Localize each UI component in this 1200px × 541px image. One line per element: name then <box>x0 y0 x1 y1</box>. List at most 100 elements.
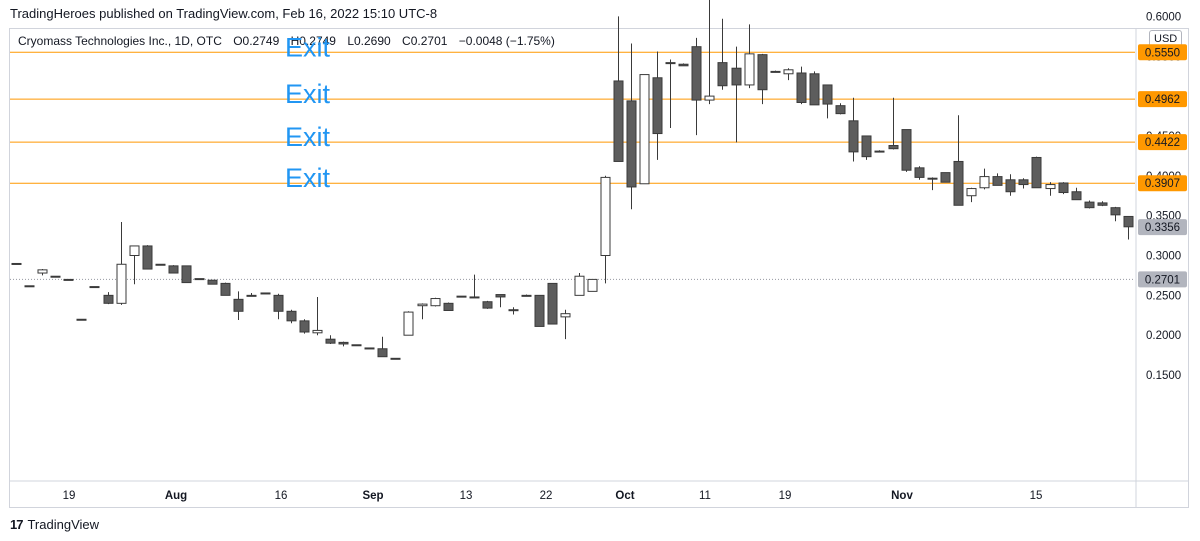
candle-body-down[interactable] <box>1123 215 1134 228</box>
candle-body-down[interactable] <box>901 129 912 171</box>
candle-body-down[interactable] <box>103 294 114 304</box>
candle-body-down[interactable] <box>63 278 74 281</box>
candle-body-down[interactable] <box>377 348 388 358</box>
candle-body-down[interactable] <box>482 301 493 309</box>
candle-body-up[interactable] <box>966 188 977 197</box>
candle-body-down[interactable] <box>1031 156 1042 189</box>
exit-price-label: 0.3907 <box>1145 178 1180 190</box>
candle-body-up[interactable] <box>783 69 794 75</box>
candle-body-down[interactable] <box>1071 191 1082 201</box>
candle-body-down[interactable] <box>76 318 87 321</box>
candle-body-down[interactable] <box>848 120 859 153</box>
candle-body-down[interactable] <box>534 294 545 327</box>
candle-body-down[interactable] <box>260 292 271 295</box>
price-tick-label: 0.6000 <box>1146 11 1181 23</box>
candle-body-down[interactable] <box>626 100 637 188</box>
candle-body-down[interactable] <box>770 70 781 73</box>
candle-body-down[interactable] <box>1005 179 1016 193</box>
candle-body-down[interactable] <box>364 347 375 350</box>
candle-body-down[interactable] <box>495 294 506 298</box>
candle-body-up[interactable] <box>116 263 127 304</box>
candle-body-up[interactable] <box>927 177 938 180</box>
candle-body-up[interactable] <box>560 313 571 318</box>
candle-body-down[interactable] <box>181 265 192 284</box>
candle-body-up[interactable] <box>665 62 676 65</box>
candle-body-up[interactable] <box>587 278 598 292</box>
candle-body-down[interactable] <box>861 135 872 158</box>
candle-body-down[interactable] <box>194 278 205 281</box>
candle-body-down[interactable] <box>155 263 166 266</box>
currency-button[interactable]: USD <box>1149 30 1183 48</box>
candle-body-up[interactable] <box>403 311 414 336</box>
candle-body-up[interactable] <box>312 329 323 334</box>
candle-body-down[interactable] <box>888 145 899 150</box>
candle-body-up[interactable] <box>639 74 650 185</box>
time-tick-label: Sep <box>362 490 383 502</box>
candle-body-down[interactable] <box>142 245 153 270</box>
candle-body-down[interactable] <box>325 338 336 344</box>
tradingview-wordmark: TradingView <box>27 517 100 532</box>
candle-body-down[interactable] <box>390 357 401 360</box>
candle-body-down[interactable] <box>50 275 61 278</box>
candle-body-down[interactable] <box>717 62 728 87</box>
candle-body-down[interactable] <box>691 46 702 101</box>
candle-body-down[interactable] <box>273 294 284 312</box>
candle-body-down[interactable] <box>220 282 231 296</box>
candle-body-down[interactable] <box>338 341 349 345</box>
candle-body-up[interactable] <box>417 303 428 307</box>
time-tick-label: 19 <box>63 490 76 502</box>
candle-body-down[interactable] <box>757 54 768 91</box>
candle-body-down[interactable] <box>11 262 22 265</box>
candle-body-down[interactable] <box>1110 207 1121 216</box>
candle-body-down[interactable] <box>953 160 964 206</box>
candle-body-down[interactable] <box>233 298 244 312</box>
price-tick-label: 0.3000 <box>1146 251 1181 263</box>
candle-body-down[interactable] <box>809 73 820 106</box>
ohlc-open: O0.2749 <box>233 34 280 48</box>
candle-body-down[interactable] <box>168 265 179 274</box>
candle-body-down[interactable] <box>796 72 807 103</box>
candle-body-down[interactable] <box>456 295 467 298</box>
candle-body-down[interactable] <box>1018 179 1029 186</box>
candle-body-down[interactable] <box>351 344 362 347</box>
ohlc-close: C0.2701 <box>402 34 448 48</box>
candle-body-down[interactable] <box>547 282 558 325</box>
candle-body-down[interactable] <box>299 320 310 333</box>
candle-body-down[interactable] <box>521 294 532 297</box>
candle-body-up[interactable] <box>508 309 519 312</box>
candle-body-down[interactable] <box>1058 182 1069 194</box>
candle-body-down[interactable] <box>940 172 951 183</box>
chart-frame[interactable] <box>9 28 1189 508</box>
candle-body-down[interactable] <box>822 84 833 105</box>
candle-body-down[interactable] <box>24 285 35 288</box>
candle-body-down[interactable] <box>914 167 925 178</box>
candle-body-down[interactable] <box>731 67 742 86</box>
candle-body-down[interactable] <box>286 310 297 322</box>
candle-body-up[interactable] <box>430 298 441 307</box>
candle-body-down[interactable] <box>1084 201 1095 209</box>
candle-body-up[interactable] <box>1045 184 1056 190</box>
candle-body-down[interactable] <box>678 63 689 67</box>
tradingview-logo[interactable]: 17 TradingView <box>10 517 99 532</box>
exit-annotation: Exit <box>285 122 331 152</box>
candle-body-down[interactable] <box>443 302 454 311</box>
candle-body-down[interactable] <box>835 105 846 115</box>
candle-body-down[interactable] <box>1097 202 1108 206</box>
candle-body-down[interactable] <box>874 150 885 153</box>
candle-body-up[interactable] <box>704 95 715 101</box>
candle-body-up[interactable] <box>979 176 990 189</box>
candle-body-up[interactable] <box>744 53 755 86</box>
candle-body-down[interactable] <box>992 176 1003 186</box>
candle-body-up[interactable] <box>129 245 140 257</box>
candle-body-up[interactable] <box>37 269 48 274</box>
candle-body-down[interactable] <box>246 294 257 297</box>
candle-body-down[interactable] <box>652 77 663 135</box>
candle-body-down[interactable] <box>613 80 624 162</box>
candle-body-down[interactable] <box>89 286 100 289</box>
candle-body-up[interactable] <box>600 176 611 256</box>
candle-body-down[interactable] <box>469 296 480 299</box>
exit-annotation: Exit <box>285 32 331 62</box>
candle-body-down[interactable] <box>207 279 218 285</box>
candle-body-up[interactable] <box>574 275 585 296</box>
